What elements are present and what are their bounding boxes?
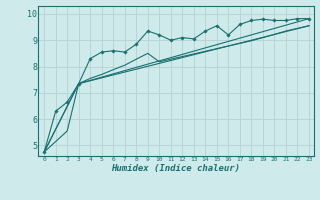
X-axis label: Humidex (Indice chaleur): Humidex (Indice chaleur) [111,164,241,173]
